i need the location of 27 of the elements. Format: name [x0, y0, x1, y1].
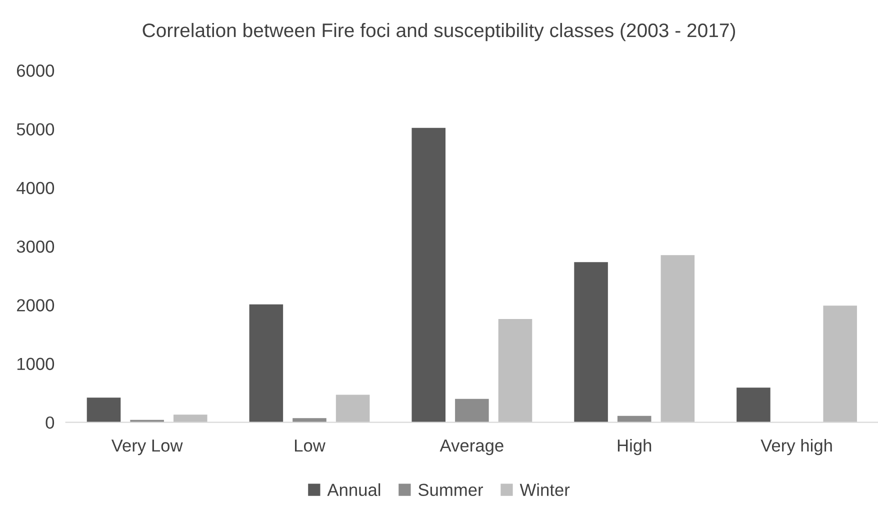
x-tick-label: High	[618, 438, 652, 456]
y-tick-label: 2000	[16, 299, 54, 312]
bar	[660, 255, 695, 422]
x-tick-label: Very Low	[111, 440, 183, 456]
chart-title: Correlation between Fire foci and susceptibility classes (2003 - 2017)	[142, 22, 736, 42]
bar	[574, 262, 608, 422]
legend-label: Winter	[520, 483, 570, 496]
y-tick-label: 0	[46, 416, 54, 429]
bar	[455, 398, 489, 422]
bar	[823, 306, 857, 422]
y-tick-label: 3000	[16, 240, 54, 253]
legend-label: Summer	[418, 484, 484, 496]
y-tick-label: 6000	[17, 64, 54, 77]
x-tick-label: Low	[294, 440, 326, 452]
bar	[412, 128, 446, 422]
y-tick-label: 1000	[17, 358, 54, 370]
bar	[249, 304, 284, 422]
x-tick-label: Average	[440, 440, 504, 456]
legend-label: Annual	[327, 483, 380, 496]
bar	[498, 319, 532, 422]
y-tick-label: 5000	[16, 123, 54, 136]
bar	[336, 394, 370, 422]
bar	[736, 388, 770, 422]
bar	[86, 398, 121, 422]
y-tick-label: 4000	[16, 182, 54, 194]
bar	[173, 414, 208, 422]
x-tick-label: Very high	[760, 438, 832, 456]
